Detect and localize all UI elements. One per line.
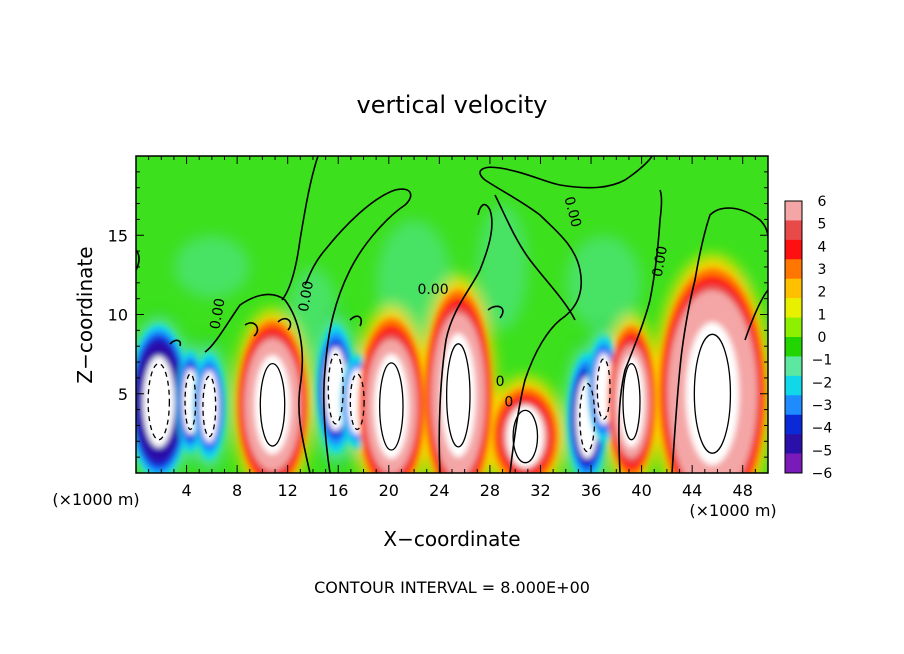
colorbar-label: 6 bbox=[818, 194, 827, 210]
updraft-contour bbox=[693, 333, 732, 454]
colorbar-label: 3 bbox=[818, 262, 827, 278]
downdraft-contour bbox=[596, 358, 611, 420]
zero-contour-line bbox=[438, 203, 493, 473]
x-tick-label: 40 bbox=[631, 481, 651, 500]
colorbar-swatch bbox=[785, 337, 802, 357]
contour-interval-footer: CONTOUR INTERVAL = 8.000E+00 bbox=[314, 578, 590, 597]
colorbar-swatch bbox=[785, 395, 802, 416]
weak-downdraft-region bbox=[173, 235, 250, 299]
y-axis: 5 10 15 bbox=[108, 171, 768, 458]
updraft-contour bbox=[259, 362, 286, 447]
downdraft-contour bbox=[202, 375, 217, 438]
contour-label: 0 bbox=[504, 394, 513, 410]
colorbar-label: −3 bbox=[812, 398, 833, 414]
y-axis-label: Z−coordinate bbox=[73, 246, 97, 383]
x-tick-label: 32 bbox=[530, 481, 550, 500]
y-tick-label: 15 bbox=[108, 226, 128, 245]
updraft-contour bbox=[512, 409, 539, 464]
x-tick-label: 12 bbox=[278, 481, 298, 500]
x-tick-label: 48 bbox=[733, 481, 753, 500]
colorbar: 6 5 4 3 2 1 0 −1 −2 −3 −4 −5 −6 bbox=[784, 194, 833, 482]
zero-contours bbox=[136, 156, 768, 473]
updraft-contour bbox=[622, 362, 641, 441]
chart-title: vertical velocity bbox=[357, 91, 548, 119]
velocity-field bbox=[136, 203, 768, 473]
colorbar-swatch bbox=[785, 259, 802, 280]
colorbar-swatch bbox=[785, 375, 802, 396]
plot-area: 0.00 0.00 0.00 0.00 0.00 0 0 bbox=[135, 155, 769, 474]
x-tick-label: 36 bbox=[581, 481, 601, 500]
colorbar-label: −4 bbox=[812, 421, 833, 437]
updraft-contour bbox=[445, 343, 471, 448]
contour-label: 0.00 bbox=[650, 245, 671, 278]
colorbar-label: 0 bbox=[818, 330, 827, 346]
colorbar-swatch bbox=[785, 201, 802, 221]
zero-contour-line bbox=[494, 194, 576, 321]
x-tick-label: 20 bbox=[379, 481, 399, 500]
colorbar-swatch bbox=[785, 453, 802, 474]
zero-contour-line bbox=[244, 322, 259, 337]
zero-contour-line bbox=[349, 315, 363, 327]
y-tick-label: 10 bbox=[108, 306, 128, 325]
x-tick-label: 4 bbox=[181, 481, 191, 500]
core-contours bbox=[147, 333, 732, 464]
colorbar-label: 1 bbox=[818, 307, 827, 323]
x-tick-label: 24 bbox=[429, 481, 449, 500]
colorbar-swatch bbox=[785, 356, 802, 377]
zero-contour-line bbox=[281, 156, 319, 301]
downdraft-contour bbox=[147, 362, 171, 441]
updraft-contour bbox=[378, 362, 404, 451]
colorbar-label: −1 bbox=[812, 353, 833, 369]
contour-label: 0.00 bbox=[560, 195, 584, 229]
contour-label: 0.00 bbox=[417, 282, 448, 298]
contour-label: 0 bbox=[496, 374, 505, 390]
x-unit-right: (×1000 m) bbox=[689, 501, 776, 520]
zero-contour-line bbox=[618, 189, 663, 473]
x-tick-label: 44 bbox=[682, 481, 702, 500]
downdraft-contour bbox=[327, 353, 344, 425]
zero-contour-line bbox=[479, 156, 653, 473]
contour-label: 0.00 bbox=[296, 280, 317, 313]
x-axis-label: X−coordinate bbox=[383, 527, 520, 551]
colorbar-label: −2 bbox=[812, 375, 833, 391]
colorbar-swatch bbox=[785, 239, 802, 260]
zero-contour-line bbox=[744, 289, 768, 341]
downdraft-contour bbox=[579, 382, 596, 453]
updraft-core bbox=[254, 355, 291, 455]
weak-downdraft-region bbox=[565, 235, 642, 331]
contour-labels: 0.00 0.00 0.00 0.00 0.00 0 0 bbox=[207, 195, 671, 411]
updraft-core bbox=[685, 322, 740, 466]
colorbar-swatch bbox=[785, 317, 802, 338]
downdraft-contour bbox=[349, 373, 365, 431]
y-tick-label: 5 bbox=[118, 385, 128, 404]
colorbar-frame bbox=[784, 200, 803, 474]
zero-contour-line bbox=[304, 188, 412, 473]
colorbar-swatch bbox=[785, 414, 802, 435]
colorbar-swatch bbox=[785, 298, 802, 318]
colorbar-swatch bbox=[785, 434, 802, 454]
zero-contour-line bbox=[487, 305, 504, 319]
colorbar-label: 5 bbox=[818, 217, 827, 233]
colorbar-swatch bbox=[785, 220, 802, 241]
updraft-core bbox=[374, 354, 409, 459]
x-unit-left: (×1000 m) bbox=[52, 490, 139, 509]
x-axis: 4 8 12 16 20 24 28 32 36 40 44 48 bbox=[148, 156, 756, 500]
colorbar-swatch bbox=[785, 278, 802, 299]
zero-contour-line bbox=[169, 339, 182, 347]
x-tick-label: 28 bbox=[480, 481, 500, 500]
zero-contour-line bbox=[204, 293, 311, 473]
zero-contour-line bbox=[277, 317, 292, 331]
colorbar-label: 2 bbox=[818, 285, 827, 301]
x-tick-label: 8 bbox=[232, 481, 242, 500]
colorbar-label: −5 bbox=[812, 443, 833, 459]
updraft-core bbox=[441, 333, 476, 458]
contour-label: 0.00 bbox=[207, 297, 228, 330]
colorbar-label: 4 bbox=[818, 239, 827, 255]
zero-contour-line bbox=[671, 207, 768, 473]
downdraft-contour bbox=[184, 373, 197, 431]
colorbar-label: −6 bbox=[812, 466, 833, 482]
x-tick-label: 16 bbox=[328, 481, 348, 500]
